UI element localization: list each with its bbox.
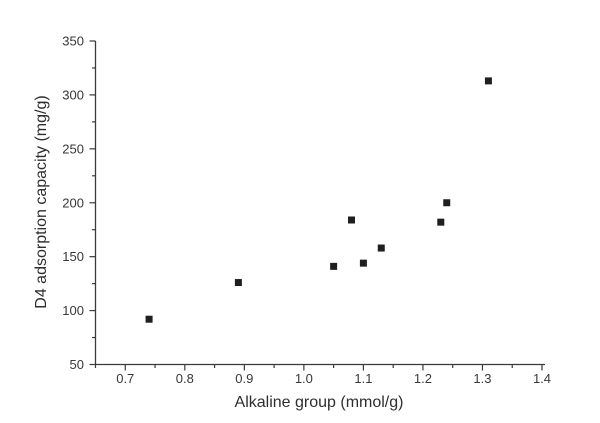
x-tick-label: 0.8	[176, 371, 194, 386]
data-point	[437, 218, 445, 226]
data-points	[145, 77, 492, 323]
x-tick-label: 0.7	[116, 371, 134, 386]
data-point	[359, 259, 367, 267]
y-tick-label: 200	[62, 195, 84, 210]
y-tick-label: 250	[62, 141, 84, 156]
data-point	[377, 244, 385, 252]
x-tick-label: 1.0	[295, 371, 313, 386]
x-tick-label: 1.1	[354, 371, 372, 386]
y-tick-label: 50	[70, 357, 84, 372]
x-tick-label: 0.9	[235, 371, 253, 386]
x-tick-label: 1.4	[533, 371, 551, 386]
data-point	[443, 199, 451, 207]
plot-axes	[94, 41, 545, 366]
y-axis-title: D4 adsorption capacity (mg/g)	[33, 95, 50, 308]
data-point	[347, 216, 355, 224]
axis-ticks	[89, 40, 543, 371]
data-point	[145, 315, 153, 323]
y-tick-label: 350	[62, 34, 84, 49]
axis-tick-labels: 0.7 0.8 0.9 1.0 1.1 1.2 1.3 1.4 50 100 150 200 250 30…	[62, 34, 551, 387]
x-tick-label: 1.2	[414, 371, 432, 386]
data-point	[484, 77, 492, 85]
data-point	[330, 262, 338, 270]
y-tick-label: 150	[62, 249, 84, 264]
x-tick-label: 1.3	[473, 371, 491, 386]
x-axis-title: Alkaline group (mmol/g)	[235, 394, 404, 411]
y-tick-label: 300	[62, 87, 84, 102]
data-point	[234, 279, 242, 287]
y-tick-label: 100	[62, 303, 84, 318]
